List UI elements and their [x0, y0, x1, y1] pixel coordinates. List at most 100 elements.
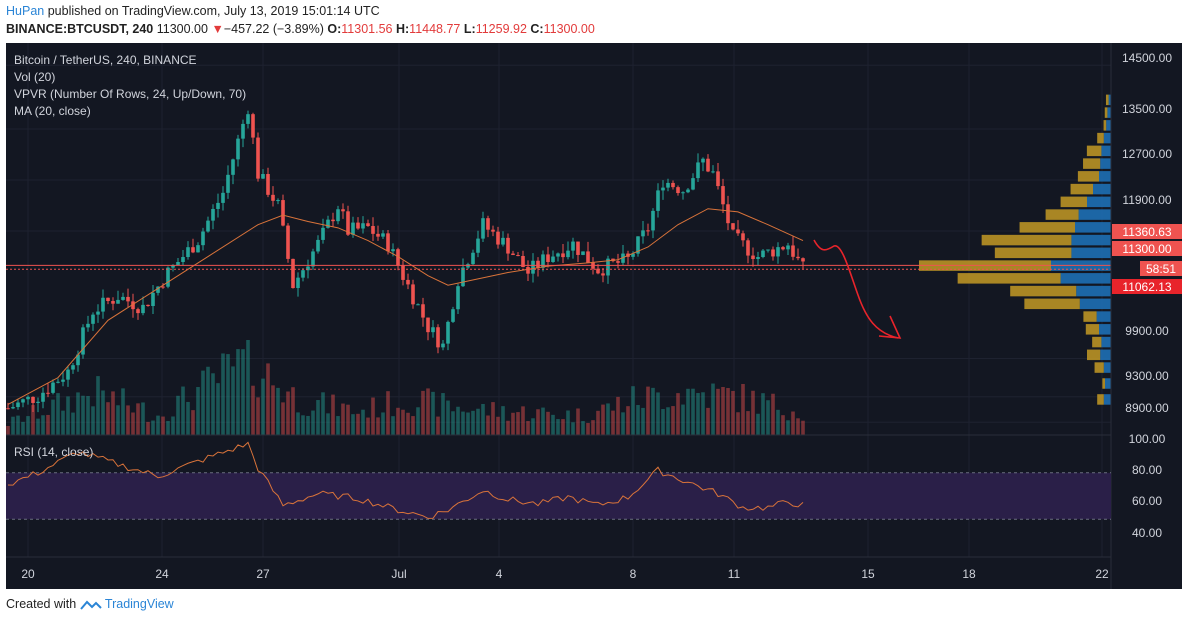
vpvr-down-bar [1092, 336, 1102, 348]
price-badge-2: 11300.00 [1122, 242, 1171, 256]
candle-body [101, 297, 105, 312]
candle-body [111, 301, 115, 304]
volume-bar [636, 405, 640, 435]
vpvr-up-bar [1060, 273, 1111, 284]
volume-bar [756, 413, 760, 435]
price-tick-label: 9900.00 [1125, 324, 1169, 338]
volume-bar [476, 408, 480, 435]
candle-body [551, 256, 555, 262]
close-value: 11300.00 [543, 22, 595, 36]
candle-body [711, 171, 715, 173]
volume-bar [571, 422, 575, 435]
rsi-line [7, 441, 804, 519]
volume-bar [551, 414, 555, 435]
volume-bar [151, 420, 155, 435]
volume-bar [501, 406, 505, 435]
price-badge-2-bg [1112, 241, 1182, 256]
candle-body [31, 396, 35, 403]
price-badge-3: 11062.13 [1122, 280, 1171, 294]
candle-body [216, 202, 220, 209]
volume-bar [451, 411, 455, 435]
candle-body [351, 222, 355, 235]
candle-body [231, 159, 235, 175]
chart-area[interactable]: Bitcoin / TetherUS, 240, BINANCE Vol (20… [6, 43, 1182, 589]
candle-body [781, 247, 785, 250]
candle-body [366, 223, 370, 227]
vpvr-down-bar [1094, 362, 1104, 373]
candle-body [521, 255, 525, 268]
candle-body [261, 174, 265, 179]
candle-body [691, 178, 695, 190]
vpvr-down-bar [1103, 120, 1107, 131]
candle-body [326, 219, 330, 228]
volume-bar [801, 420, 805, 435]
published-text: published on TradingView.com, July 13, 2… [47, 4, 380, 18]
high-value: 11448.77 [409, 22, 461, 36]
candle-body [416, 304, 420, 306]
vpvr-down-bar [957, 273, 1061, 284]
chart-title: Bitcoin / TetherUS, 240, BINANCE [14, 53, 197, 67]
vpvr-up-bar [1103, 394, 1111, 405]
volume-bar [731, 390, 735, 435]
volume-bar [51, 399, 55, 435]
vpvr-up-bar [1101, 145, 1111, 157]
vpvr-down-bar [1024, 298, 1080, 310]
candle-body [496, 231, 500, 245]
volume-bar [231, 366, 235, 435]
candle-body [116, 299, 120, 304]
vpvr-down-bar [1085, 324, 1099, 335]
volume-bar [746, 411, 750, 435]
volume-bar [161, 416, 165, 435]
volume-bar [511, 412, 515, 435]
candle-body [631, 253, 635, 257]
candle-body [586, 251, 590, 263]
volume-bar [26, 416, 30, 435]
candle-body [256, 137, 260, 179]
candle-body [706, 158, 710, 172]
tradingview-logo-icon[interactable] [79, 599, 102, 611]
vpvr-up-bar [1071, 247, 1111, 259]
price-tick-label: 14500.00 [1122, 51, 1172, 65]
candle-body [61, 379, 65, 382]
vpvr-down-bar [1104, 107, 1108, 118]
candle-body [46, 392, 50, 394]
tradingview-brand-link[interactable]: TradingView [104, 597, 174, 611]
candle-body [406, 279, 410, 285]
vpvr-up-bar [1078, 209, 1111, 220]
volume-bar [121, 388, 125, 435]
candle-body [451, 309, 455, 322]
volume-bar [216, 383, 220, 435]
vpvr-up-bar [1100, 158, 1111, 169]
author-link[interactable]: HuPan [6, 4, 45, 18]
volume-bar [466, 412, 470, 435]
volume-bar [131, 412, 135, 435]
volume-bar [576, 408, 580, 435]
volume-bar [791, 411, 795, 435]
volume-bar [186, 401, 190, 435]
candle-body [71, 365, 75, 370]
candle-body [441, 343, 445, 348]
candle-body [156, 286, 160, 293]
candle-body [651, 210, 655, 231]
volume-bar [676, 393, 680, 435]
candle-body [621, 253, 625, 263]
candle-body [661, 187, 665, 191]
volume-bar [536, 409, 540, 435]
low-label: L: [463, 22, 476, 36]
vpvr-down-bar [1102, 378, 1105, 389]
volume-bar [596, 410, 600, 435]
candle-body [736, 229, 740, 234]
volume-bar [611, 410, 615, 435]
candle-body [476, 238, 480, 253]
vpvr-up-bar [1103, 362, 1111, 373]
candle-body [801, 258, 805, 262]
volume-bar [146, 421, 150, 435]
candle-body [161, 286, 165, 288]
volume-bar [436, 416, 440, 435]
candle-body [421, 304, 425, 318]
chart-svg[interactable]: Bitcoin / TetherUS, 240, BINANCE Vol (20… [6, 43, 1182, 589]
candle-body [81, 327, 85, 355]
volume-bar [156, 415, 160, 435]
annotation-arrow[interactable] [813, 239, 899, 339]
volume-bar [586, 423, 590, 435]
